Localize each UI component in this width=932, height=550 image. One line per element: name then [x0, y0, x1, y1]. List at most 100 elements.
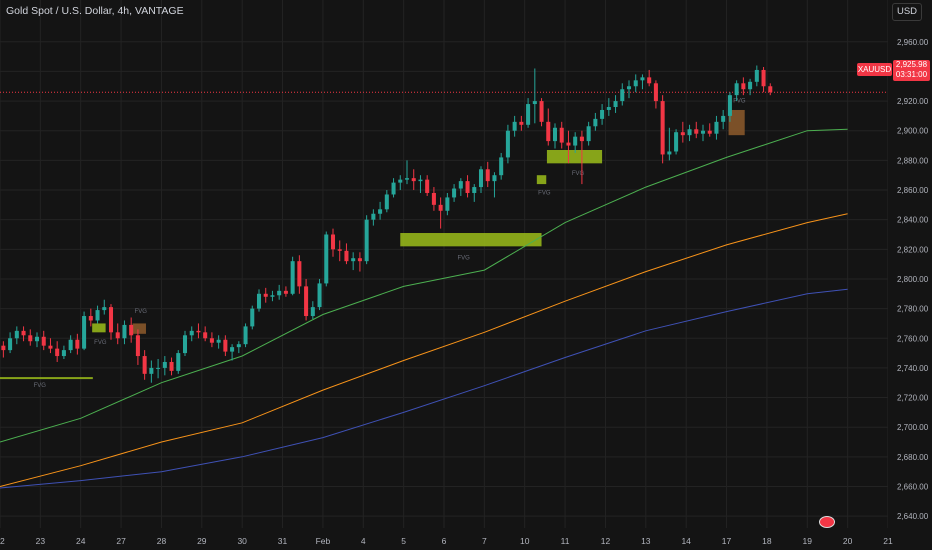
candle-body	[28, 335, 33, 342]
candle-body	[694, 129, 699, 134]
candle-body	[135, 335, 140, 357]
candle-body	[404, 178, 410, 180]
candle-body	[606, 107, 611, 110]
time-tick-label: Feb	[316, 536, 331, 546]
candle-body	[270, 295, 275, 297]
time-tick-label: 10	[520, 536, 530, 546]
moving-average-line	[0, 128, 848, 443]
candle-body	[243, 326, 248, 345]
time-tick-label: 19	[803, 536, 813, 546]
candle-body	[230, 347, 235, 352]
candle-body	[425, 179, 430, 193]
time-tick-label: 23	[36, 536, 46, 546]
candle-body	[559, 127, 564, 143]
price-tick-label: 2,780.00	[897, 305, 929, 314]
price-tick-label: 2,800.00	[897, 275, 929, 284]
price-tick-label: 2,900.00	[897, 127, 929, 136]
candle-body	[512, 121, 517, 131]
time-tick-label: 31	[278, 536, 288, 546]
candle-body	[499, 157, 504, 176]
fvg-label: FVG	[572, 171, 585, 177]
candle-body	[600, 109, 605, 119]
price-tick-label: 2,920.00	[897, 97, 929, 106]
candle-body	[82, 316, 87, 349]
fvg-zone	[132, 323, 146, 334]
symbol-badge: XAUUSD	[857, 63, 892, 76]
candle-body	[21, 330, 26, 336]
price-tick-label: 2,660.00	[897, 482, 929, 491]
candle-body	[754, 69, 759, 82]
candle-body	[438, 204, 443, 211]
price-tick-label: 2,640.00	[897, 512, 929, 521]
time-axis[interactable]: 22 23 24 27 28 29 30 31 Feb 4 5 6 7 10 11 12 13 14 17 18 19 2…	[0, 528, 893, 550]
currency-button[interactable]: USD	[892, 3, 922, 21]
candle-body	[573, 136, 578, 146]
fvg-label: FVG	[94, 340, 107, 346]
time-tick-label: 28	[157, 536, 167, 546]
candle-body	[593, 118, 598, 127]
moving-averages	[0, 128, 848, 489]
candles[interactable]	[1, 65, 773, 383]
time-tick-label: 11	[561, 536, 570, 546]
candle-body	[579, 136, 584, 142]
price-axis[interactable]: 2,960.002,940.002,920.002,900.002,880.00…	[888, 0, 932, 550]
candle-body	[169, 361, 174, 371]
time-tick-label: 5	[401, 536, 406, 546]
candle-body	[337, 249, 342, 251]
candle-body	[640, 77, 645, 81]
candle-body	[667, 151, 672, 155]
candle-body	[418, 179, 423, 182]
candle-body	[384, 194, 389, 210]
candle-body	[653, 83, 658, 102]
candle-body	[263, 293, 268, 297]
us-flag-icon[interactable]	[819, 516, 835, 528]
candle-body	[445, 197, 450, 211]
price-tick-label: 2,760.00	[897, 334, 929, 343]
candle-body	[102, 307, 107, 311]
candle-body	[492, 175, 497, 182]
candle-body	[391, 182, 396, 195]
last-price-badge: 2,925.98 03:31:00	[893, 60, 930, 81]
candle-body	[566, 142, 571, 146]
fvg-label: FVG	[457, 256, 470, 262]
candle-body	[310, 307, 315, 317]
candle-body	[472, 187, 477, 193]
candle-body	[250, 308, 255, 327]
candle-body	[431, 192, 436, 205]
candle-body	[761, 69, 766, 87]
candle-body	[176, 353, 181, 371]
candle-body	[700, 130, 706, 134]
time-tick-label: 4	[361, 536, 366, 546]
candle-body	[660, 101, 665, 155]
price-axis-bg	[888, 0, 932, 550]
candle-body	[324, 234, 329, 284]
time-tick-label: 12	[601, 536, 611, 546]
candle-body	[626, 86, 632, 90]
moving-average-line	[0, 288, 848, 489]
candle-body	[330, 234, 336, 250]
fvg-zone	[400, 233, 542, 247]
fvg-zone	[92, 323, 106, 333]
price-tick-label: 2,720.00	[897, 394, 929, 403]
fvg-zone	[546, 150, 603, 164]
time-tick-label: 27	[116, 536, 126, 546]
candle-body	[68, 339, 73, 351]
candle-body	[149, 367, 154, 374]
candle-body	[290, 261, 295, 294]
time-tick-label: 20	[843, 536, 853, 546]
candle-body	[364, 219, 369, 262]
candle-body	[357, 258, 362, 262]
candle-body	[34, 336, 40, 342]
fvg-zone	[0, 377, 93, 380]
candle-body	[721, 115, 726, 122]
candle-body	[88, 316, 93, 321]
moving-average-line	[0, 213, 848, 487]
candle-body	[14, 330, 19, 339]
candle-body	[8, 338, 13, 351]
candle-body	[156, 367, 161, 369]
candle-body	[633, 80, 638, 87]
candle-body	[75, 339, 80, 349]
candle-body	[748, 81, 753, 90]
candle-body	[189, 330, 194, 336]
